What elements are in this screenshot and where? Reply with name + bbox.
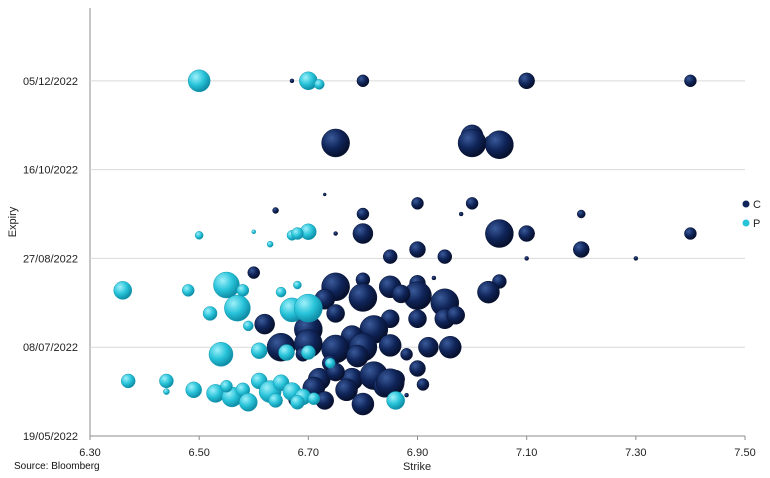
x-tick-label: 7.10 xyxy=(516,447,537,459)
point-p xyxy=(194,231,204,240)
point-c xyxy=(518,72,535,90)
point-c xyxy=(485,130,514,159)
point-c xyxy=(356,74,370,88)
point-p xyxy=(202,306,218,321)
point-p xyxy=(301,345,316,360)
x-tick-label: 6.90 xyxy=(407,447,428,459)
point-c xyxy=(351,392,375,416)
y-tick-label: 19/05/2022 xyxy=(23,431,78,443)
point-c xyxy=(409,241,426,258)
point-c xyxy=(321,128,350,158)
legend: CP xyxy=(742,199,761,230)
point-p xyxy=(239,393,258,412)
point-p xyxy=(220,380,233,393)
point-c xyxy=(518,225,535,242)
point-c xyxy=(446,305,465,325)
point-c xyxy=(247,266,260,279)
x-tick-label: 6.50 xyxy=(188,447,209,459)
x-tick-label: 7.30 xyxy=(625,447,646,459)
point-p xyxy=(268,393,283,408)
point-p xyxy=(120,373,136,389)
point-c xyxy=(409,360,426,377)
point-c xyxy=(573,241,590,258)
point-c xyxy=(684,227,697,240)
point-c xyxy=(416,378,430,391)
x-tick-label: 6.70 xyxy=(298,447,319,459)
point-p xyxy=(275,286,287,298)
point-c xyxy=(382,249,398,264)
point-p xyxy=(250,342,268,360)
y-tick-label: 27/08/2022 xyxy=(23,253,78,265)
point-c xyxy=(457,128,487,158)
point-c xyxy=(577,209,586,219)
point-c xyxy=(437,249,453,264)
point-c xyxy=(465,197,479,210)
source-note: Source: Bloomberg xyxy=(14,461,100,472)
point-p xyxy=(324,357,336,369)
point-p xyxy=(314,79,325,90)
y-tick-label: 05/12/2022 xyxy=(23,76,78,88)
point-c xyxy=(333,231,338,236)
point-c xyxy=(404,392,409,398)
legend-label-c: C xyxy=(753,199,761,211)
point-c xyxy=(458,211,464,217)
data-points xyxy=(113,69,697,416)
point-p xyxy=(213,271,240,299)
point-p xyxy=(243,320,254,332)
point-p xyxy=(293,280,302,290)
x-tick-label: 7.50 xyxy=(734,447,755,459)
point-p xyxy=(159,373,174,389)
point-c xyxy=(485,219,514,248)
x-axis-title: Strike xyxy=(403,461,431,473)
legend-marker-p xyxy=(742,219,750,227)
x-tick-label: 6.30 xyxy=(79,447,100,459)
point-p xyxy=(307,392,321,405)
point-c xyxy=(289,78,295,84)
point-c xyxy=(411,197,424,210)
point-p xyxy=(182,284,195,297)
point-p xyxy=(236,284,250,297)
point-c xyxy=(439,335,462,359)
point-c xyxy=(356,207,370,221)
y-tick-label: 08/07/2022 xyxy=(23,342,78,354)
point-p xyxy=(251,229,256,235)
point-c xyxy=(684,74,697,88)
point-c xyxy=(352,223,374,244)
y-tick-label: 16/10/2022 xyxy=(23,165,78,177)
point-c xyxy=(326,304,345,323)
point-c xyxy=(272,207,279,214)
point-p xyxy=(163,388,170,395)
point-c xyxy=(378,334,402,357)
point-c xyxy=(335,378,358,402)
legend-label-p: P xyxy=(753,218,760,230)
point-p xyxy=(224,294,251,322)
point-p xyxy=(278,344,295,361)
point-p xyxy=(290,395,305,410)
point-c xyxy=(400,348,413,361)
point-c xyxy=(524,256,529,261)
point-p xyxy=(113,281,132,300)
point-p xyxy=(187,69,211,93)
point-p xyxy=(299,71,318,91)
point-c xyxy=(254,313,275,335)
point-p xyxy=(208,342,234,367)
point-c xyxy=(408,309,427,329)
point-c xyxy=(346,344,369,368)
point-c xyxy=(418,336,439,358)
point-p xyxy=(266,240,274,248)
point-p xyxy=(386,391,405,410)
point-c xyxy=(431,275,437,281)
axis-ticks: 19/05/2022 08/07/2022 27/08/2022 16/10/2022… xyxy=(23,76,756,459)
point-p xyxy=(294,293,323,323)
point-c xyxy=(391,284,411,304)
point-p xyxy=(291,227,304,240)
point-c xyxy=(348,283,378,312)
y-axis-title: Expiry xyxy=(7,206,19,237)
point-c xyxy=(633,256,639,261)
point-c xyxy=(477,280,500,304)
point-p xyxy=(185,381,202,399)
point-c xyxy=(322,192,327,197)
legend-marker-c xyxy=(742,200,750,208)
